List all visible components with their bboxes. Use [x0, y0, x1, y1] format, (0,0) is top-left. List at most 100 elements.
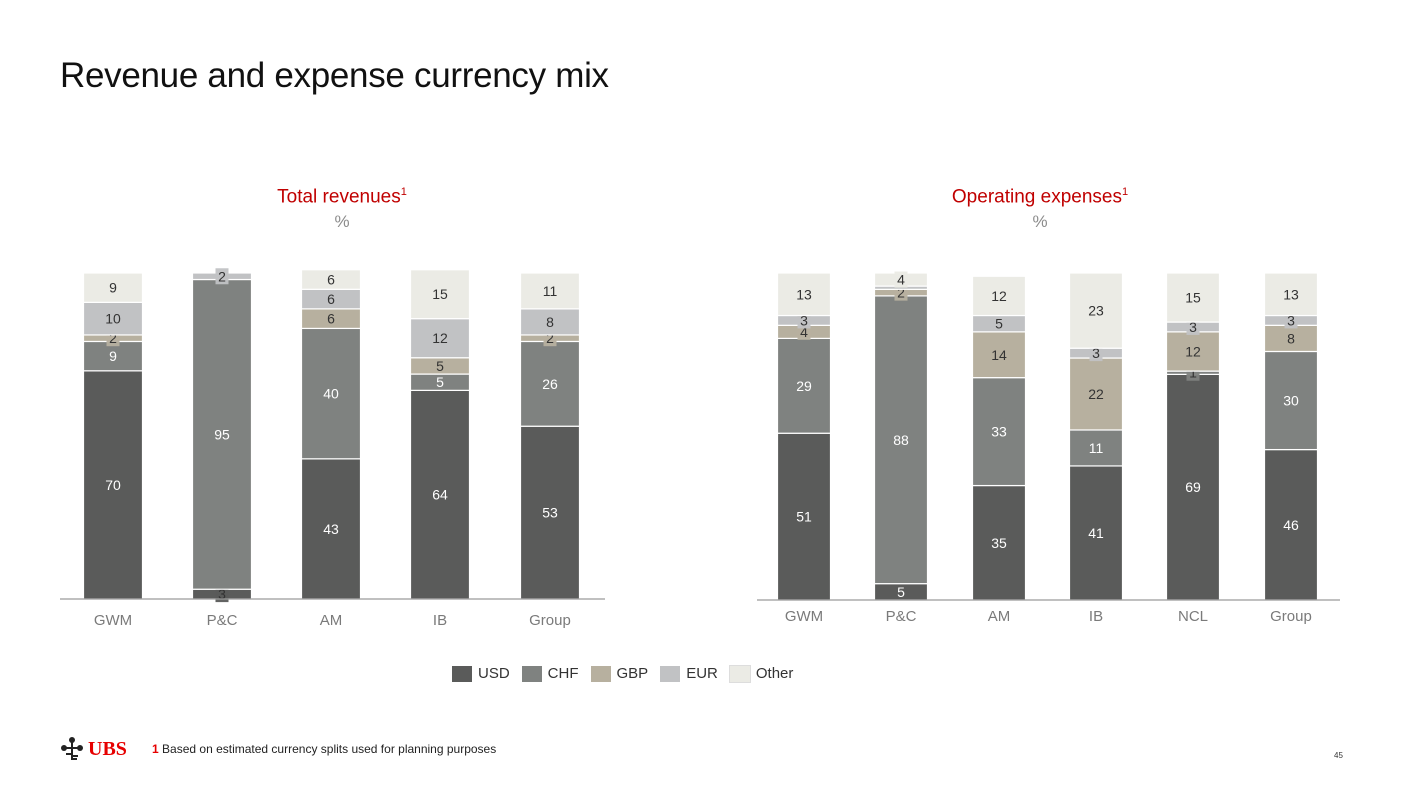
keys-icon [61, 737, 83, 760]
data-label: 2 [109, 330, 117, 346]
data-label: 30 [1283, 393, 1299, 409]
data-label: 51 [796, 509, 812, 525]
data-label: 15 [432, 286, 448, 302]
bar-segment-chf [300, 327, 362, 460]
legend-swatch [521, 665, 542, 682]
data-label: 6 [327, 311, 335, 327]
legend-swatch [728, 664, 751, 683]
data-label: 13 [796, 286, 812, 302]
footnote: 1 Based on estimated currency splits use… [152, 742, 496, 756]
data-label: 2 [546, 330, 554, 346]
data-label: 12 [991, 288, 1007, 304]
bar-segment-gbp [1263, 324, 1319, 353]
bar-segment-other [1165, 272, 1221, 323]
data-label: 88 [893, 432, 909, 448]
data-label: 6 [327, 272, 335, 288]
data-label-tag [1089, 345, 1103, 362]
data-label: 2 [897, 285, 905, 301]
data-label: 4 [800, 324, 808, 340]
data-label: 12 [432, 330, 448, 346]
data-label-tag [797, 312, 811, 329]
x-tick-label: GWM [94, 612, 132, 629]
bar-segment-other [82, 272, 144, 303]
legend-item-other: Other [728, 664, 794, 683]
footnote-number: 1 [152, 742, 159, 756]
data-label: 3 [1189, 319, 1197, 335]
legend-item-gbp: GBP [590, 665, 649, 682]
ubs-logo: UBS [60, 736, 127, 762]
x-tick-label: NCL [1178, 608, 1208, 625]
bar-segment-other [776, 272, 832, 317]
legend-item-usd: USD [452, 665, 510, 682]
data-label: 41 [1088, 525, 1104, 541]
legend-swatch [590, 665, 611, 682]
data-label: 5 [995, 316, 1003, 332]
data-label: 12 [1185, 343, 1201, 359]
chart-title-footnote-marker: 1 [1121, 186, 1129, 198]
footnote-text: Based on estimated currency splits used … [162, 742, 497, 756]
data-label: 11 [543, 283, 558, 299]
logo-text: UBS [88, 737, 127, 760]
data-label: 3 [218, 586, 226, 602]
data-label: 3 [800, 312, 808, 328]
x-tick-label: IB [433, 612, 447, 629]
bar-segment-other [1068, 272, 1124, 349]
data-label: 8 [546, 314, 554, 330]
x-tick-label: GWM [785, 608, 823, 625]
data-label: 23 [1088, 303, 1104, 319]
bar-segment-usd [1165, 373, 1221, 601]
data-label: 5 [436, 374, 444, 390]
data-label: 6 [327, 291, 335, 307]
data-label: 5 [897, 584, 905, 600]
x-tick-label: P&C [886, 608, 917, 625]
legend-label: GBP [616, 665, 649, 682]
chart-unit-revenues: % [334, 212, 350, 231]
data-label-tag [894, 271, 908, 288]
data-label: 8 [1287, 330, 1295, 346]
data-label: 40 [323, 386, 339, 402]
data-label: 3 [1092, 345, 1100, 361]
data-label: 95 [214, 426, 230, 442]
page-number: 45 [1334, 751, 1343, 760]
data-label: 4 [897, 272, 905, 288]
data-label: 9 [109, 348, 117, 364]
bar-segment-other [1263, 272, 1319, 317]
chart-legend: USD CHF GBP EUR Other [452, 664, 805, 683]
chart-title-footnote-marker: 1 [400, 186, 407, 198]
legend-label: Other [755, 665, 794, 682]
data-label: 64 [432, 487, 448, 503]
data-label: 3 [1287, 312, 1295, 328]
bar-segment-usd [409, 389, 471, 600]
bar-segment-other [409, 269, 471, 320]
data-label-tag [1186, 318, 1200, 335]
legend-label: EUR [686, 665, 718, 682]
data-label: 26 [542, 376, 558, 392]
data-label: 15 [1185, 290, 1201, 306]
bar-segment-chf [971, 377, 1027, 487]
bar-segment-other [971, 275, 1027, 317]
bar-segment-usd [776, 432, 832, 601]
data-label: 70 [105, 477, 121, 493]
data-label: 1 [1189, 365, 1197, 381]
bar-segment-gbp [1165, 331, 1221, 372]
bar-segment-eur [409, 318, 471, 359]
bar-segment-gbp [971, 331, 1027, 379]
data-label-tag [215, 268, 229, 285]
bar-segment-chf [519, 340, 581, 427]
data-label-tag [1284, 312, 1298, 329]
legend-swatch [660, 665, 681, 682]
data-label: 11 [1089, 440, 1104, 456]
data-label: 9 [109, 280, 117, 296]
page-title: Revenue and expense currency mix [60, 56, 609, 95]
chart-title-revenues: Total revenues1 [242, 186, 442, 208]
x-tick-label: AM [988, 608, 1011, 625]
bar-segment-other [519, 272, 581, 310]
bar-segment-chf [1068, 429, 1124, 467]
x-tick-label: P&C [207, 612, 238, 629]
data-label: 29 [796, 378, 812, 394]
chart-unit-expenses: % [1032, 212, 1048, 231]
data-label: 33 [991, 424, 1007, 440]
data-label-tag [215, 586, 229, 603]
legend-label: CHF [547, 665, 579, 682]
